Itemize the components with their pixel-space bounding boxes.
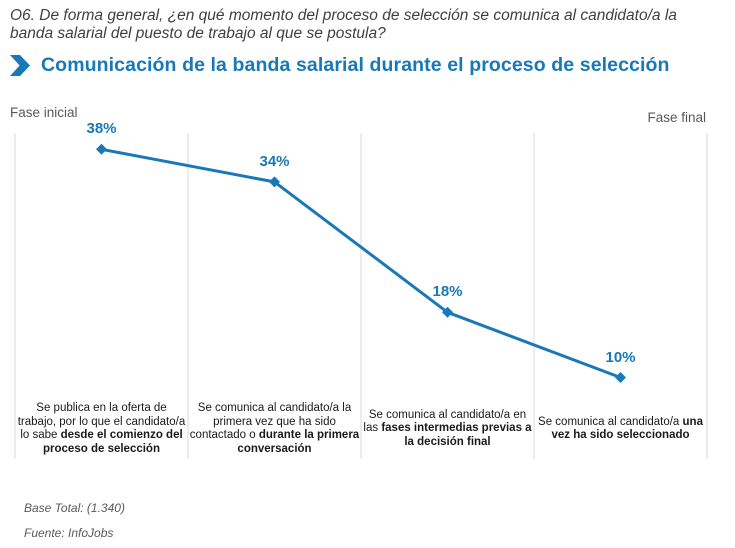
footer: Base Total: (1.340) Fuente: InfoJobs <box>24 501 125 548</box>
data-label: 34% <box>259 152 290 170</box>
data-label: 10% <box>605 348 636 366</box>
category-label: Se comunica al candidato/a una vez ha si… <box>538 415 703 442</box>
data-label: 18% <box>432 283 463 301</box>
base-total-note: Base Total: (1.340) <box>24 501 125 515</box>
data-point-marker <box>96 143 107 155</box>
data-label: 38% <box>86 120 117 138</box>
data-point-marker <box>442 306 453 318</box>
chart-canvas <box>14 133 708 459</box>
chart-title: Comunicación de la banda salarial durant… <box>41 54 670 76</box>
phase-label-initial: Fase inicial <box>10 105 78 120</box>
category-label: Se publica en la oferta de trabajo, por … <box>17 402 186 455</box>
data-point-marker <box>269 176 280 188</box>
survey-question-text: O6. De forma general, ¿en qué momento de… <box>10 7 677 42</box>
category-label: Se comunica al candidato/a la primera ve… <box>189 402 360 455</box>
line-chart <box>14 133 708 459</box>
category-label: Se comunica al candidato/a en las fases … <box>363 408 532 448</box>
data-point-marker <box>615 372 626 383</box>
chevron-right-icon <box>10 55 30 76</box>
source-note: Fuente: InfoJobs <box>24 526 114 540</box>
phase-label-final: Fase final <box>647 110 706 125</box>
title-row: Comunicación de la banda salarial durant… <box>10 54 670 77</box>
series-line <box>101 147 622 379</box>
